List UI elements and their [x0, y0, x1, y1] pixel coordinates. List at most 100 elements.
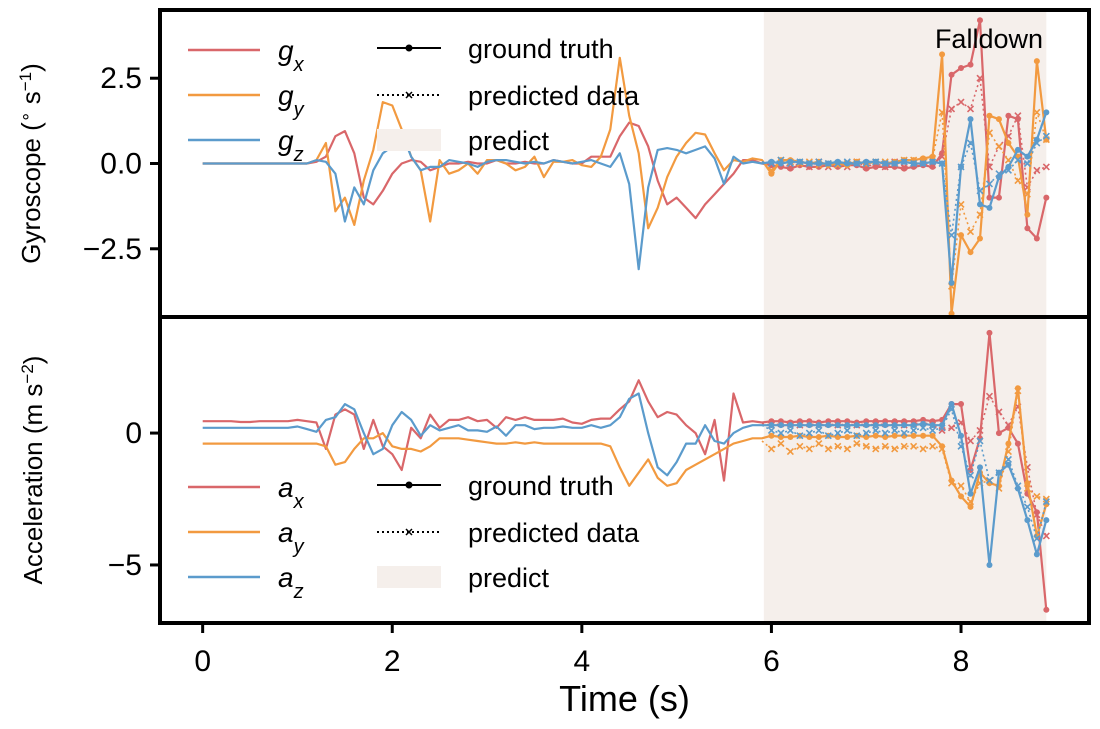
- gt-point-gyro-y: [976, 235, 983, 242]
- pred-point-accel-y: [872, 445, 880, 453]
- pred-point-accel-z: [834, 429, 842, 437]
- pred-point-accel-x: [938, 426, 946, 434]
- legend-label-az: az: [278, 562, 304, 603]
- pred-point-gyro-z: [853, 159, 861, 168]
- pred-point-accel-x: [966, 437, 975, 445]
- legend-pred-marker: [405, 91, 413, 99]
- pred-point-gyro-y: [938, 108, 946, 116]
- legend-gt-marker: [405, 481, 413, 489]
- pred-point-gyro-z: [834, 159, 842, 168]
- gt-point-accel-z: [872, 422, 879, 429]
- pred-point-accel-x: [976, 426, 984, 434]
- shared-x-axis: 0 2 4 6 8 Time (s): [194, 623, 969, 719]
- legend-label-gz: gz: [278, 125, 304, 166]
- pred-point-accel-z: [985, 476, 994, 485]
- gt-point-accel-x: [1014, 440, 1021, 447]
- gt-point-accel-z: [1024, 517, 1031, 524]
- panel-frame: [158, 315, 1091, 625]
- pred-point-accel-z: [1014, 482, 1022, 490]
- pred-point-accel-z: [796, 432, 804, 440]
- gt-point-gyro-x: [1005, 112, 1012, 119]
- pred-point-accel-z: [947, 405, 956, 413]
- ytick-label: −5: [108, 549, 142, 582]
- pred-point-accel-z: [929, 426, 937, 434]
- pred-point-accel-y: [796, 442, 804, 450]
- gt-point-gyro-x: [958, 64, 965, 71]
- pred-point-accel-y: [929, 442, 937, 450]
- pred-point-gyro-z: [767, 159, 775, 168]
- gt-point-gyro-x: [863, 165, 870, 172]
- gt-point-accel-x: [1043, 606, 1050, 613]
- pred-point-gyro-z: [985, 180, 994, 188]
- gt-point-gyro-x: [976, 17, 983, 24]
- xtick-label: 8: [953, 645, 970, 678]
- xtick-label: 4: [573, 645, 590, 678]
- gt-point-accel-z: [976, 464, 983, 471]
- gt-point-gyro-y: [1005, 140, 1012, 147]
- gt-point-accel-z: [1033, 551, 1040, 558]
- legend-predict-swatch: [377, 129, 441, 151]
- pred-point-accel-z: [995, 469, 1003, 477]
- gt-point-gyro-x: [948, 71, 955, 78]
- gt-point-accel-y: [958, 493, 965, 500]
- pred-point-accel-z: [957, 442, 965, 450]
- gt-point-accel-z: [806, 422, 813, 429]
- pred-point-gyro-z: [786, 159, 794, 168]
- pred-point-gyro-x: [957, 98, 965, 106]
- pred-point-accel-z: [1023, 503, 1031, 511]
- annotation-falldown: Falldown: [935, 24, 1043, 54]
- gt-point-accel-z: [777, 422, 784, 429]
- pred-point-accel-y: [938, 445, 946, 453]
- pred-point-gyro-z: [900, 158, 908, 166]
- pred-point-gyro-z: [995, 170, 1003, 178]
- pred-point-accel-z: [786, 426, 794, 434]
- legend-label-predicted-data: predicted data: [468, 81, 640, 111]
- gt-point-accel-y: [787, 434, 794, 441]
- pred-point-accel-z: [843, 426, 851, 434]
- legend-predict-swatch: [377, 566, 441, 588]
- pred-point-gyro-x: [1042, 163, 1050, 171]
- legend-label-predict: predict: [468, 126, 550, 156]
- pred-point-gyro-z: [957, 163, 965, 171]
- pred-point-gyro-z: [777, 156, 785, 164]
- pred-point-gyro-y: [995, 142, 1003, 151]
- pred-point-accel-z: [900, 429, 908, 437]
- pred-point-gyro-z: [1023, 159, 1031, 168]
- pred-point-gyro-z: [976, 187, 984, 195]
- pred-point-accel-x: [947, 424, 956, 432]
- gt-point-gyro-x: [1033, 235, 1040, 242]
- xtick-label: 2: [384, 645, 401, 678]
- pred-point-gyro-z: [872, 158, 880, 166]
- pred-point-accel-y: [957, 482, 965, 490]
- gt-point-gyro-z: [1014, 146, 1021, 153]
- pred-point-accel-y: [1023, 484, 1031, 493]
- pred-point-accel-y: [919, 445, 927, 453]
- gt-point-accel-y: [891, 432, 898, 439]
- gt-point-accel-z: [844, 422, 851, 429]
- pred-point-accel-x: [957, 418, 965, 427]
- pred-point-accel-y: [966, 498, 975, 506]
- gt-point-gyro-y: [995, 116, 1002, 123]
- pred-point-accel-y: [815, 440, 823, 448]
- gt-point-gyro-z: [976, 201, 983, 208]
- pred-point-accel-y: [805, 445, 813, 453]
- pred-point-accel-z: [767, 426, 775, 434]
- pred-point-accel-y: [777, 440, 785, 448]
- pred-point-accel-y: [843, 445, 851, 453]
- pred-point-accel-z: [777, 429, 785, 437]
- pred-point-gyro-y: [1014, 176, 1022, 185]
- legend-label-gy: gy: [278, 80, 305, 121]
- pred-point-accel-y: [910, 442, 918, 450]
- pred-point-gyro-y: [976, 211, 984, 219]
- pred-point-gyro-z: [947, 231, 956, 239]
- pred-point-accel-y: [1042, 495, 1050, 503]
- gt-point-accel-z: [948, 401, 955, 408]
- gt-point-gyro-x: [901, 165, 908, 172]
- gt-point-accel-x: [958, 401, 965, 408]
- pred-point-gyro-x: [1033, 166, 1041, 174]
- gt-point-gyro-x: [995, 194, 1002, 201]
- xtick-label: 6: [763, 645, 780, 678]
- gt-point-gyro-z: [1024, 153, 1031, 160]
- pred-point-gyro-z: [1042, 132, 1050, 140]
